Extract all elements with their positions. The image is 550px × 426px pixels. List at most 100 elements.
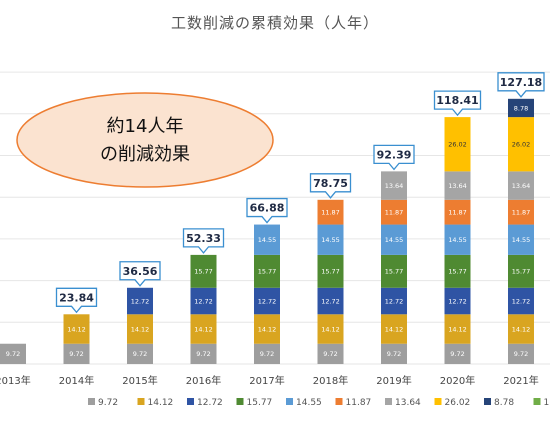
callout-line-2: の削減効果 xyxy=(100,144,190,165)
bar-segment xyxy=(381,254,407,288)
segment-label: 12.72 xyxy=(194,297,213,305)
legend-swatch xyxy=(137,398,145,405)
chart-title: 工数削減の累積効果（人年） xyxy=(171,14,379,32)
legend-item: 8.78 xyxy=(484,398,514,408)
total-callout-box xyxy=(119,261,161,287)
legend-label: 9.72 xyxy=(98,398,118,408)
segment-label: 14.12 xyxy=(131,325,150,333)
bar-segment xyxy=(63,314,90,344)
bar-segment xyxy=(127,314,153,344)
segment-label: 15.77 xyxy=(321,268,340,276)
segment-label: 9.72 xyxy=(260,350,274,358)
bar-segment xyxy=(63,343,90,364)
segment-label: 15.77 xyxy=(194,268,213,276)
total-callout: 92.39 xyxy=(373,144,415,171)
total-callout: 118.41 xyxy=(433,90,482,117)
legend-swatch xyxy=(533,398,541,405)
segment-label: 12.72 xyxy=(448,297,467,305)
total-callout: 52.33 xyxy=(182,228,225,254)
segment-label: 14.12 xyxy=(512,325,531,333)
bar-segment xyxy=(444,287,471,315)
segment-label: 13.64 xyxy=(512,182,531,190)
segment-label: 12.72 xyxy=(321,297,340,305)
total-callout-box xyxy=(497,72,545,98)
segment-label: 11.87 xyxy=(512,208,531,216)
bar-segment xyxy=(127,287,153,315)
legend-item: 9.72 xyxy=(88,398,118,408)
bar-segment xyxy=(190,343,217,364)
x-tick-label: 2021年 xyxy=(503,374,538,387)
bar-segment xyxy=(127,343,153,364)
x-tick-label: 2013年 xyxy=(0,374,31,387)
legend-item: 26.02 xyxy=(434,398,470,408)
bar-segment xyxy=(381,314,407,344)
bar-segment xyxy=(317,343,344,364)
legend-swatch xyxy=(484,398,491,405)
segment-label: 26.02 xyxy=(512,141,531,149)
legend-label: 1 xyxy=(544,398,550,408)
segment-label: 14.55 xyxy=(448,236,467,244)
bar-segment xyxy=(317,224,344,255)
x-tick-label: 2019年 xyxy=(376,374,411,387)
bar-segment xyxy=(444,254,471,288)
x-tick-label: 2016年 xyxy=(186,374,221,387)
bar-segment xyxy=(190,254,217,288)
x-tick-label: 2014年 xyxy=(59,374,94,387)
total-callout-box xyxy=(55,287,98,314)
segment-label: 12.72 xyxy=(512,297,531,305)
legend-label: 13.64 xyxy=(395,398,421,408)
total-label: 78.75 xyxy=(313,177,348,190)
bar-segment xyxy=(444,199,471,225)
segment-label: 9.72 xyxy=(6,350,20,358)
bar-segment xyxy=(381,287,407,315)
legend-item: 14.12 xyxy=(137,398,173,408)
segment-label: 26.02 xyxy=(448,141,467,149)
bar-segments: 9.72 9.72 14.12 9.72 14.12 12.72 9.72 14.12 12.7… xyxy=(0,98,534,364)
segment-label: 9.72 xyxy=(69,350,83,358)
bar-segment xyxy=(444,314,471,344)
segment-label: 12.72 xyxy=(258,297,277,305)
total-label: 36.56 xyxy=(123,265,158,278)
segment-label: 14.12 xyxy=(321,325,340,333)
legend-item: 14.55 xyxy=(286,398,322,408)
segment-label: 9.72 xyxy=(514,350,528,358)
segment-label: 14.55 xyxy=(321,236,340,244)
legend-swatch xyxy=(434,398,442,405)
bar-segment xyxy=(444,171,471,200)
bar-segment xyxy=(254,343,280,364)
segment-label: 13.64 xyxy=(448,182,467,190)
segment-label: 15.77 xyxy=(385,268,404,276)
callout-line-1: 約14人年 xyxy=(107,116,184,137)
segment-label: 11.87 xyxy=(321,208,340,216)
total-callout-box xyxy=(309,173,352,199)
total-label: 66.88 xyxy=(250,202,285,215)
segment-label: 14.55 xyxy=(258,236,277,244)
total-label: 23.84 xyxy=(59,291,94,304)
bar-segment xyxy=(381,224,407,255)
x-tick-label: 2015年 xyxy=(122,374,157,387)
legend-label: 12.72 xyxy=(197,398,223,408)
bar-segment xyxy=(317,254,344,288)
bar-segment xyxy=(444,224,471,255)
bar-segment xyxy=(254,314,280,344)
total-label: 52.33 xyxy=(186,232,221,245)
bar-segment xyxy=(508,287,534,315)
segment-label: 12.72 xyxy=(131,297,150,305)
bar-segment xyxy=(317,199,344,225)
total-callout-box xyxy=(246,197,288,224)
legend-label: 11.87 xyxy=(346,398,372,408)
legend-swatch xyxy=(385,398,392,405)
bar-segment xyxy=(190,314,217,344)
bar-segment xyxy=(190,287,217,315)
segment-label: 11.87 xyxy=(448,208,467,216)
legend-swatch xyxy=(335,398,343,405)
legend-swatch xyxy=(286,398,293,405)
segment-label: 9.72 xyxy=(387,350,401,358)
bar-segment xyxy=(508,343,534,364)
bar-segment xyxy=(317,287,344,315)
bar-segment xyxy=(508,117,534,172)
total-callout-box xyxy=(373,144,415,171)
segment-label: 9.72 xyxy=(196,350,210,358)
legend-swatch xyxy=(236,398,244,405)
